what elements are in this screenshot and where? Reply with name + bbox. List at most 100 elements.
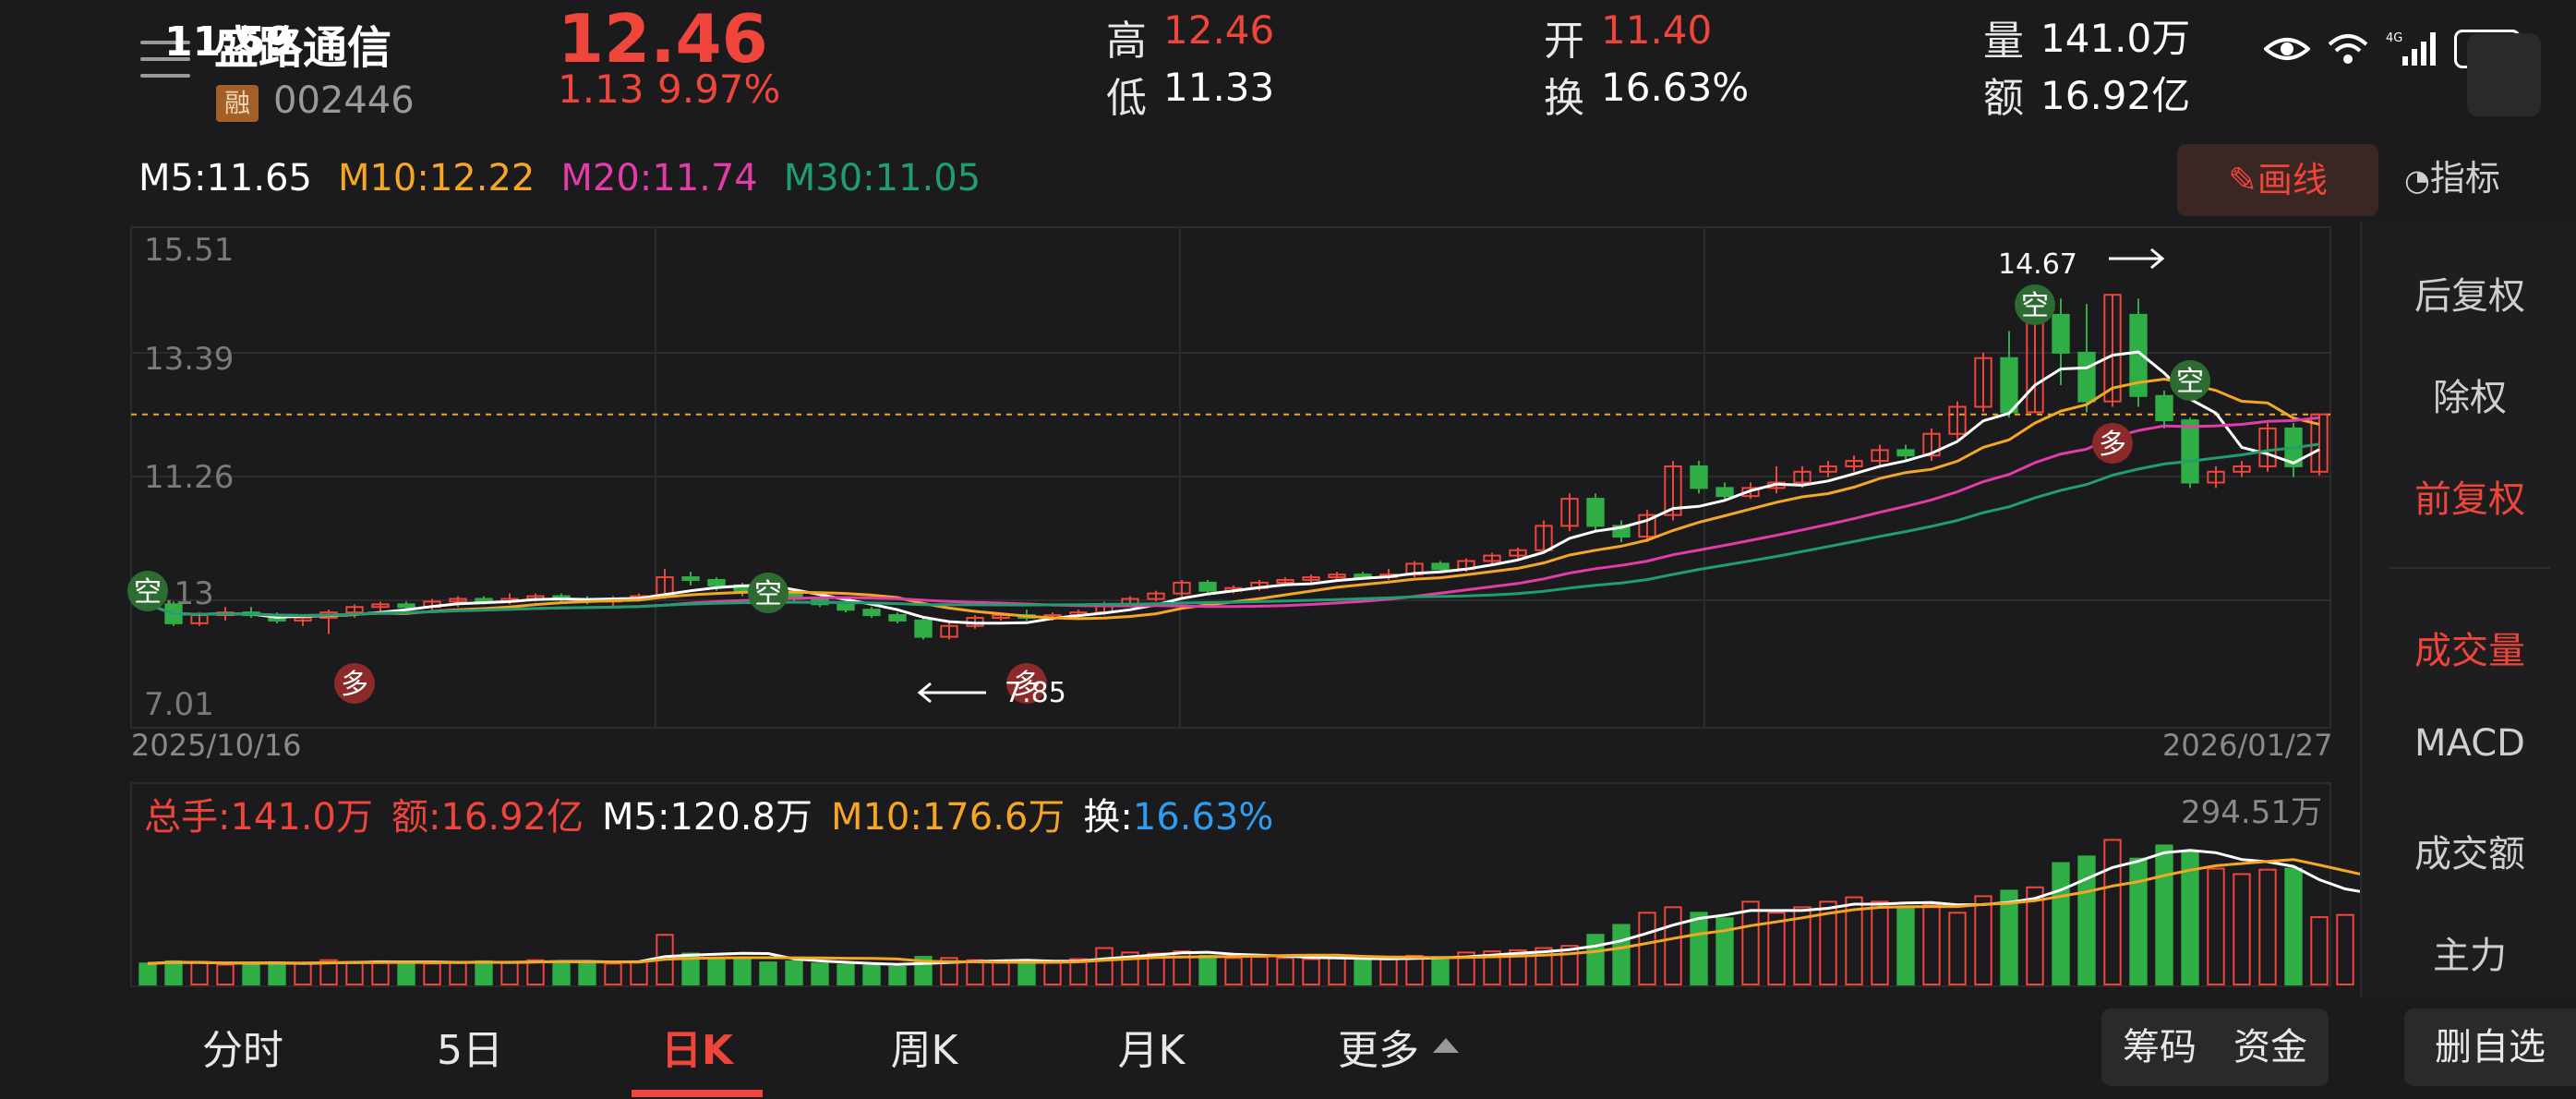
candle-down — [2129, 313, 2148, 397]
volume-bar — [1871, 900, 1889, 985]
volume-bar — [268, 961, 286, 985]
draw-line-button[interactable]: ✎画线 — [2177, 144, 2378, 216]
short-signal-label: 空 — [134, 576, 162, 609]
short-signal-label: 空 — [2021, 290, 2049, 322]
volume-bar — [2284, 867, 2303, 986]
low-price-mark: 7.85 — [1005, 677, 1066, 709]
long-signal — [2092, 423, 2133, 464]
volume-bar — [2310, 916, 2329, 986]
remove-watchlist-button[interactable]: 删自选 — [2404, 1008, 2576, 1086]
volume-bar — [1948, 912, 1967, 986]
menu-icon[interactable] — [140, 41, 190, 85]
status-time: 11:59 — [164, 18, 295, 66]
volume-bar — [1276, 957, 1294, 985]
candle-down — [681, 576, 700, 581]
rp-item-volume[interactable]: 成交量 — [2414, 630, 2525, 672]
rp-item-post-adjust[interactable]: 后复权 — [2414, 275, 2525, 318]
volume-value: 141.0万 — [2040, 16, 2191, 61]
volume-bar — [992, 961, 1010, 985]
volume-bar — [475, 960, 493, 986]
long-signal — [1006, 663, 1047, 704]
candle-up — [1948, 405, 1967, 435]
volume-bar — [1845, 896, 1863, 985]
tab-more[interactable]: 更多 — [1338, 1027, 1419, 1074]
wifi-icon — [2328, 34, 2368, 64]
volume-bar — [681, 952, 700, 985]
tab-daily-k[interactable]: 日K — [584, 1003, 811, 1097]
indicator-label: 指标 — [2429, 158, 2500, 199]
chips-button[interactable]: 筹码 — [2123, 1026, 2197, 1069]
high-arrow-head — [2150, 248, 2165, 270]
rp-item-ex-rights[interactable]: 除权 — [2433, 377, 2507, 419]
gauge-icon: ◔ — [2404, 163, 2430, 198]
candle-down — [914, 619, 933, 638]
volume-bar — [1354, 959, 1372, 986]
candle-up — [1664, 465, 1682, 516]
candles — [138, 294, 2329, 640]
volume-bar — [1302, 958, 1320, 985]
floating-window-button[interactable] — [2467, 33, 2541, 116]
volume-bar — [1509, 948, 1527, 985]
volume-bar — [604, 962, 622, 985]
volume-bar — [1224, 957, 1243, 985]
tab-weekly-k[interactable]: 周K — [890, 1027, 958, 1074]
volume-bar — [397, 961, 415, 985]
caret-up-icon[interactable] — [1433, 1038, 1459, 1053]
rp-item-pre-adjust[interactable]: 前复权 — [2414, 478, 2525, 521]
high-label: 高 — [1106, 18, 1147, 65]
candle-down — [2052, 313, 2070, 354]
volume-bar — [1715, 917, 1734, 985]
short-signal-label: 空 — [754, 578, 782, 610]
volume-bar — [1095, 947, 1113, 986]
chips-funds-group: 筹码 资金 — [2101, 1008, 2329, 1086]
candle-up — [294, 616, 312, 622]
volume-bar — [759, 961, 777, 985]
candle-up — [940, 624, 958, 638]
right-panel: 后复权 除权 前复权 成交量 MACD 成交额 主力 — [2360, 222, 2576, 997]
open-value: 11.40 — [1601, 7, 1713, 53]
volume-bar — [1069, 958, 1088, 985]
candle-up — [1741, 487, 1760, 498]
tab-intraday[interactable]: 分时 — [202, 1027, 283, 1074]
amount-label: 额 — [1983, 75, 2024, 122]
kline-chart[interactable]: 15.51 13.39 11.26 9.13 7.01 空多空多空多空7.851… — [0, 222, 2360, 1003]
volume-bar — [2103, 839, 2122, 985]
funds-button[interactable]: 资金 — [2233, 1026, 2307, 1069]
volume-legend: 总手:141.0万 额:16.92亿 M5:120.8万 M10:176.6万 … — [144, 787, 1273, 840]
volume-bar — [1819, 900, 1837, 985]
volume-bar — [242, 962, 260, 985]
date-end: 2026/01/27 — [2162, 728, 2333, 763]
candle-down — [1896, 449, 1915, 457]
rp-item-amount[interactable]: 成交额 — [2414, 833, 2525, 876]
volume-bar — [1121, 951, 1139, 986]
long-signal — [334, 663, 375, 704]
candle-up — [1974, 356, 1992, 408]
candle-down — [1715, 487, 1734, 498]
price-change-pct: 9.97% — [657, 66, 781, 112]
ma30-line — [147, 442, 2320, 618]
volume-bar — [940, 957, 958, 985]
volume-bar — [2052, 862, 2070, 986]
rp-item-main-force[interactable]: 主力 — [2433, 935, 2507, 977]
candle-up — [1276, 578, 1294, 584]
open-label: 开 — [1544, 18, 1584, 65]
volume-bar — [1173, 950, 1191, 986]
volume-bar — [345, 961, 364, 985]
tab-monthly-k[interactable]: 月K — [1117, 1027, 1186, 1074]
volume-bar — [1664, 906, 1682, 986]
ma20-value: M20:11.74 — [560, 157, 758, 199]
candle-up — [1638, 513, 1656, 538]
high-price-mark: 14.67 — [1998, 248, 2077, 281]
rp-item-macd[interactable]: MACD — [2414, 722, 2525, 765]
candle-up — [2258, 427, 2277, 467]
rp-divider — [2389, 567, 2550, 569]
volume-bar — [1690, 912, 1708, 986]
indicator-button[interactable]: ◔指标 — [2404, 150, 2500, 200]
candle-up — [1535, 525, 1553, 551]
y-label: 7.01 — [144, 686, 214, 723]
volume-bar — [630, 960, 648, 986]
tab-5day[interactable]: 5日 — [437, 1027, 503, 1074]
volume-bar — [1741, 900, 1760, 985]
candle-up — [2103, 294, 2122, 403]
volume-bar — [785, 960, 803, 986]
